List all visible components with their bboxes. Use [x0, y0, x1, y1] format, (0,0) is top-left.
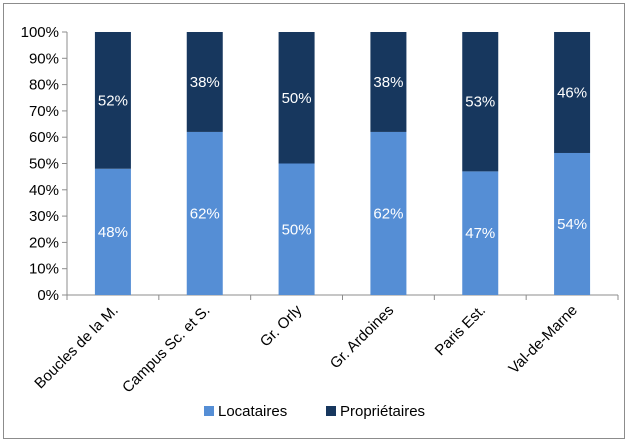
y-tick-label: 60%: [29, 129, 59, 146]
bar-propriétaires: [186, 32, 223, 132]
data-label: 54%: [557, 216, 587, 233]
bar-propriétaires: [94, 32, 131, 169]
y-tick-label: 10%: [29, 261, 59, 278]
x-tick-label: Paris Est.: [432, 302, 489, 359]
data-label: 62%: [190, 205, 220, 222]
data-label: 52%: [98, 92, 128, 109]
bar-locataires: [278, 163, 315, 295]
y-tick-label: 70%: [29, 103, 59, 120]
y-tick-label: 80%: [29, 77, 59, 94]
y-tick-label: 50%: [29, 156, 59, 173]
bar-locataires: [462, 171, 499, 295]
bar-locataires: [554, 152, 591, 295]
y-tick-label: 0%: [37, 287, 59, 304]
x-tick-label: Campus Sc. et S.: [119, 302, 214, 397]
y-tick-label: 30%: [29, 208, 59, 225]
data-label: 50%: [282, 221, 312, 238]
x-tick-label: Val-de-Marne: [505, 302, 580, 377]
legend-swatch: [204, 406, 214, 416]
bar-propriétaires: [370, 32, 407, 132]
legend-label: Locataires: [218, 403, 287, 420]
x-tick-label: Boucles de la M.: [31, 302, 121, 392]
x-tick-label: Gr. Ardoines: [327, 302, 397, 372]
bar-locataires: [370, 131, 407, 295]
legend-swatch: [326, 406, 336, 416]
bar-locataires: [186, 131, 223, 295]
bar-propriétaires: [554, 32, 591, 153]
data-label: 48%: [98, 224, 128, 241]
data-label: 50%: [282, 90, 312, 107]
y-tick-label: 90%: [29, 50, 59, 67]
data-label: 46%: [557, 84, 587, 101]
bar-propriétaires: [278, 32, 315, 164]
data-label: 38%: [373, 74, 403, 91]
bar-propriétaires: [462, 32, 499, 172]
data-label: 38%: [190, 74, 220, 91]
data-label: 62%: [373, 205, 403, 222]
legend-label: Propriétaires: [340, 403, 425, 420]
y-tick-label: 100%: [21, 24, 59, 41]
y-tick-label: 40%: [29, 182, 59, 199]
data-label: 47%: [465, 225, 495, 242]
x-tick-label: Gr. Orly: [257, 301, 306, 350]
y-tick-label: 20%: [29, 234, 59, 251]
bar-locataires: [94, 168, 131, 295]
data-label: 53%: [465, 94, 495, 111]
